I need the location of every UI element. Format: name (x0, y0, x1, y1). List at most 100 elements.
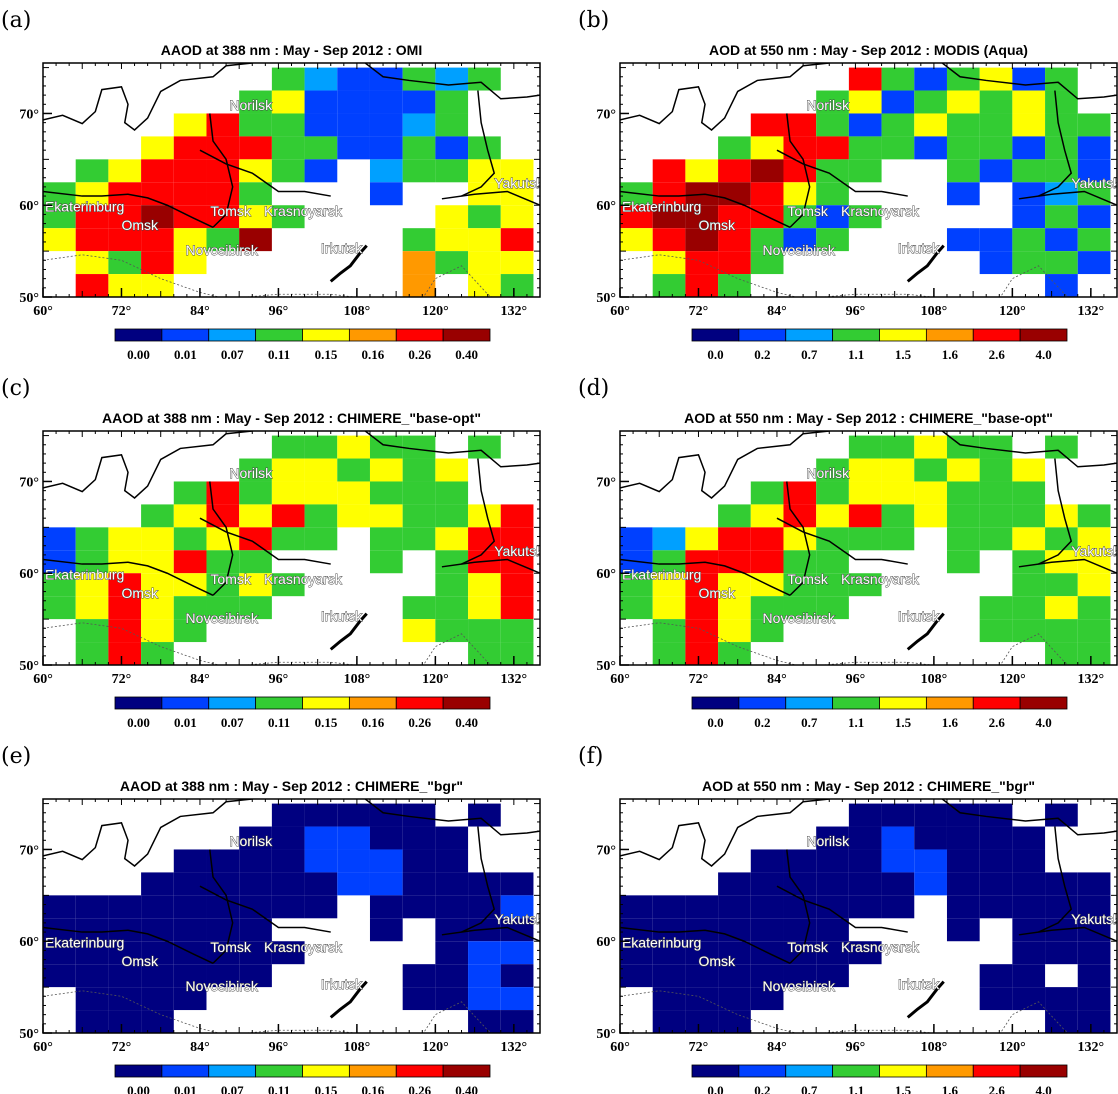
grid-cell (979, 67, 1013, 91)
grid-cell (468, 274, 501, 297)
grid-cell (1077, 136, 1111, 160)
x-tick-label: 108° (921, 304, 948, 319)
grid-cell (1045, 136, 1078, 160)
grid-cell (946, 90, 980, 114)
grid-cell (402, 964, 436, 988)
grid-cell (239, 481, 272, 505)
city-label: Ekaterinburg (45, 567, 124, 583)
colorbar-label: 0.00 (127, 1083, 150, 1094)
city-label: Tomsk (210, 939, 251, 955)
grid-cell (979, 251, 1013, 275)
grid-cell (718, 251, 751, 275)
city-label: Tomsk (787, 939, 828, 955)
grid-cell (620, 228, 653, 252)
grid-cell (652, 895, 686, 919)
map-panel: (c) AAOD at 388 nm : May - Sep 2012 : CHI… (1, 376, 541, 730)
grid-cell (652, 550, 686, 574)
colorbar-band (255, 328, 303, 342)
y-tick-label: 50° (19, 659, 39, 674)
grid-cell (206, 918, 240, 942)
grid-cell (1077, 251, 1111, 275)
grid-cell (206, 596, 240, 620)
colorbar-band (785, 1064, 834, 1078)
grid-cell (1077, 619, 1111, 643)
grid-cell (141, 136, 174, 160)
grid-cell (946, 527, 980, 551)
city-label: Irkutsk (898, 976, 940, 992)
colorbar-band (879, 1064, 927, 1078)
city-label: Novosibirsk (186, 978, 259, 994)
grid-cell (337, 826, 370, 850)
grid-cell (173, 182, 207, 206)
x-tick-label: 60° (610, 1040, 630, 1055)
grid-cell (979, 481, 1013, 505)
colorbar-band (925, 1064, 974, 1078)
colorbar-band (161, 1064, 210, 1078)
colorbar-band (925, 328, 974, 342)
grid-cell (1012, 573, 1046, 597)
colorbar-band (302, 328, 350, 342)
grid-cell (435, 987, 469, 1011)
grid-cell (848, 826, 882, 850)
grid-cell (435, 895, 469, 919)
grid-cell (173, 504, 207, 528)
grid-cell (750, 113, 784, 137)
x-tick-label: 132° (501, 1040, 528, 1055)
colorbar-band (255, 1064, 303, 1078)
grid-cell (206, 182, 240, 206)
grid-cell (337, 458, 370, 482)
panel-title: AAOD at 388 nm : May - Sep 2012 : OMI (161, 42, 422, 58)
grid-cell (304, 136, 338, 160)
colorbar-label: 0.11 (268, 715, 290, 730)
grid-cell (108, 527, 142, 551)
grid-cell (402, 67, 436, 91)
grid-cell (1012, 596, 1046, 620)
river (786, 481, 811, 596)
grid-cell (304, 872, 338, 896)
grid-cell (468, 596, 501, 620)
panel-title: AAOD at 388 nm : May - Sep 2012 : CHIMER… (102, 410, 481, 426)
grid-cell (369, 481, 403, 505)
grid-cell (239, 504, 272, 528)
grid-cell (1012, 872, 1046, 896)
grid-cell (271, 67, 305, 91)
grid-cell (239, 826, 272, 850)
grid-cell (816, 90, 849, 114)
river (1018, 558, 1117, 574)
grid-cell (1045, 435, 1078, 459)
river (1038, 90, 1073, 197)
grid-cell (1012, 504, 1046, 528)
grid-cell (718, 527, 751, 551)
grid-cell (206, 113, 240, 137)
city-label: Norilsk (806, 465, 850, 481)
colorbar-band (738, 328, 787, 342)
city-label: Krasnoyarsk (264, 939, 343, 955)
grid-cell (173, 619, 207, 643)
grid-cell (979, 228, 1013, 252)
river (776, 517, 908, 565)
colorbar-band (348, 1064, 397, 1078)
colorbar-band (738, 1064, 787, 1078)
grid-cell (979, 803, 1013, 827)
grid-cell (685, 964, 719, 988)
colorbar-band (738, 696, 787, 710)
x-tick-label: 132° (501, 672, 528, 687)
coastline (620, 431, 1117, 499)
grid-cell (369, 113, 403, 137)
city-label: Tomsk (210, 203, 251, 219)
river (1038, 458, 1073, 565)
grid-cell (750, 918, 784, 942)
x-tick-label: 72° (112, 1040, 132, 1055)
y-tick-label: 70° (19, 843, 39, 858)
grid-cell (141, 895, 174, 919)
grid-cell (108, 596, 142, 620)
grid-cell (271, 159, 305, 183)
grid-cell (304, 113, 338, 137)
grid-cell (500, 642, 534, 665)
grid-cell (337, 849, 370, 873)
x-tick-label: 132° (1078, 304, 1105, 319)
city-label: Irkutsk (321, 240, 363, 256)
city-label: Norilsk (806, 833, 850, 849)
grid-cell (685, 596, 719, 620)
colorbar-band (785, 696, 834, 710)
